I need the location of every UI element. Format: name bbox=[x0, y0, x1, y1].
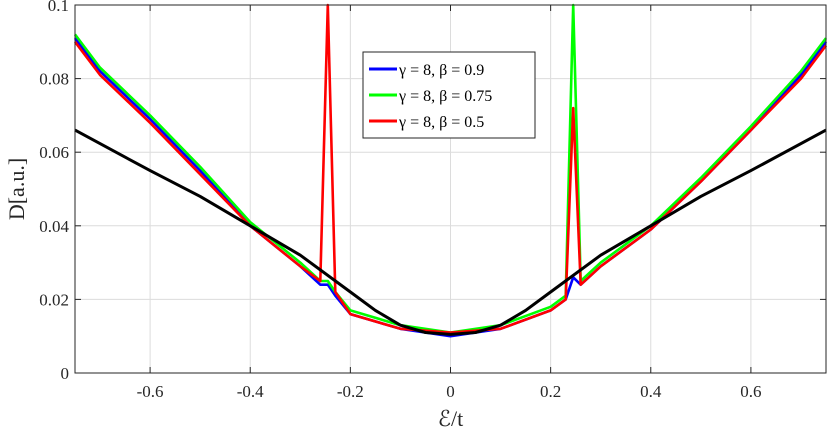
y-tick-label: 0 bbox=[61, 364, 70, 383]
x-tick-label: 0.6 bbox=[740, 382, 761, 401]
legend: γ = 8, β = 0.9 γ = 8, β = 0.75 γ = 8, β = … bbox=[362, 51, 536, 139]
x-tick-label: 0.2 bbox=[540, 382, 561, 401]
y-tick-label: 0.1 bbox=[48, 0, 69, 15]
x-tick-label: -0.2 bbox=[337, 382, 364, 401]
y-axis-label: D[a.u.] bbox=[4, 158, 29, 220]
x-tick-label: -0.4 bbox=[237, 382, 264, 401]
legend-entry-label: γ = 8, β = 0.5 bbox=[398, 114, 484, 131]
x-tick-label: -0.6 bbox=[137, 382, 164, 401]
fit-curve-line bbox=[74, 128, 827, 336]
axis-ticks: -0.6 -0.4 -0.2 0 0.2 0.4 0.6 0 0.02 0.04 0.06 0.08 0… bbox=[39, 0, 826, 401]
x-tick-label: 0 bbox=[446, 382, 455, 401]
series-line-3 bbox=[73, 3, 828, 334]
y-tick-label: 0.06 bbox=[39, 143, 69, 162]
x-tick-label: 0.4 bbox=[640, 382, 662, 401]
x-axis-label: ℰ/t bbox=[438, 406, 464, 431]
y-tick-label: 0.04 bbox=[39, 217, 69, 236]
legend-entry-label: γ = 8, β = 0.75 bbox=[398, 88, 492, 105]
y-tick-label: 0.02 bbox=[39, 290, 69, 309]
plot-series bbox=[73, 3, 828, 338]
y-tick-label: 0.08 bbox=[39, 70, 69, 89]
legend-entry-label: γ = 8, β = 0.9 bbox=[398, 62, 484, 79]
